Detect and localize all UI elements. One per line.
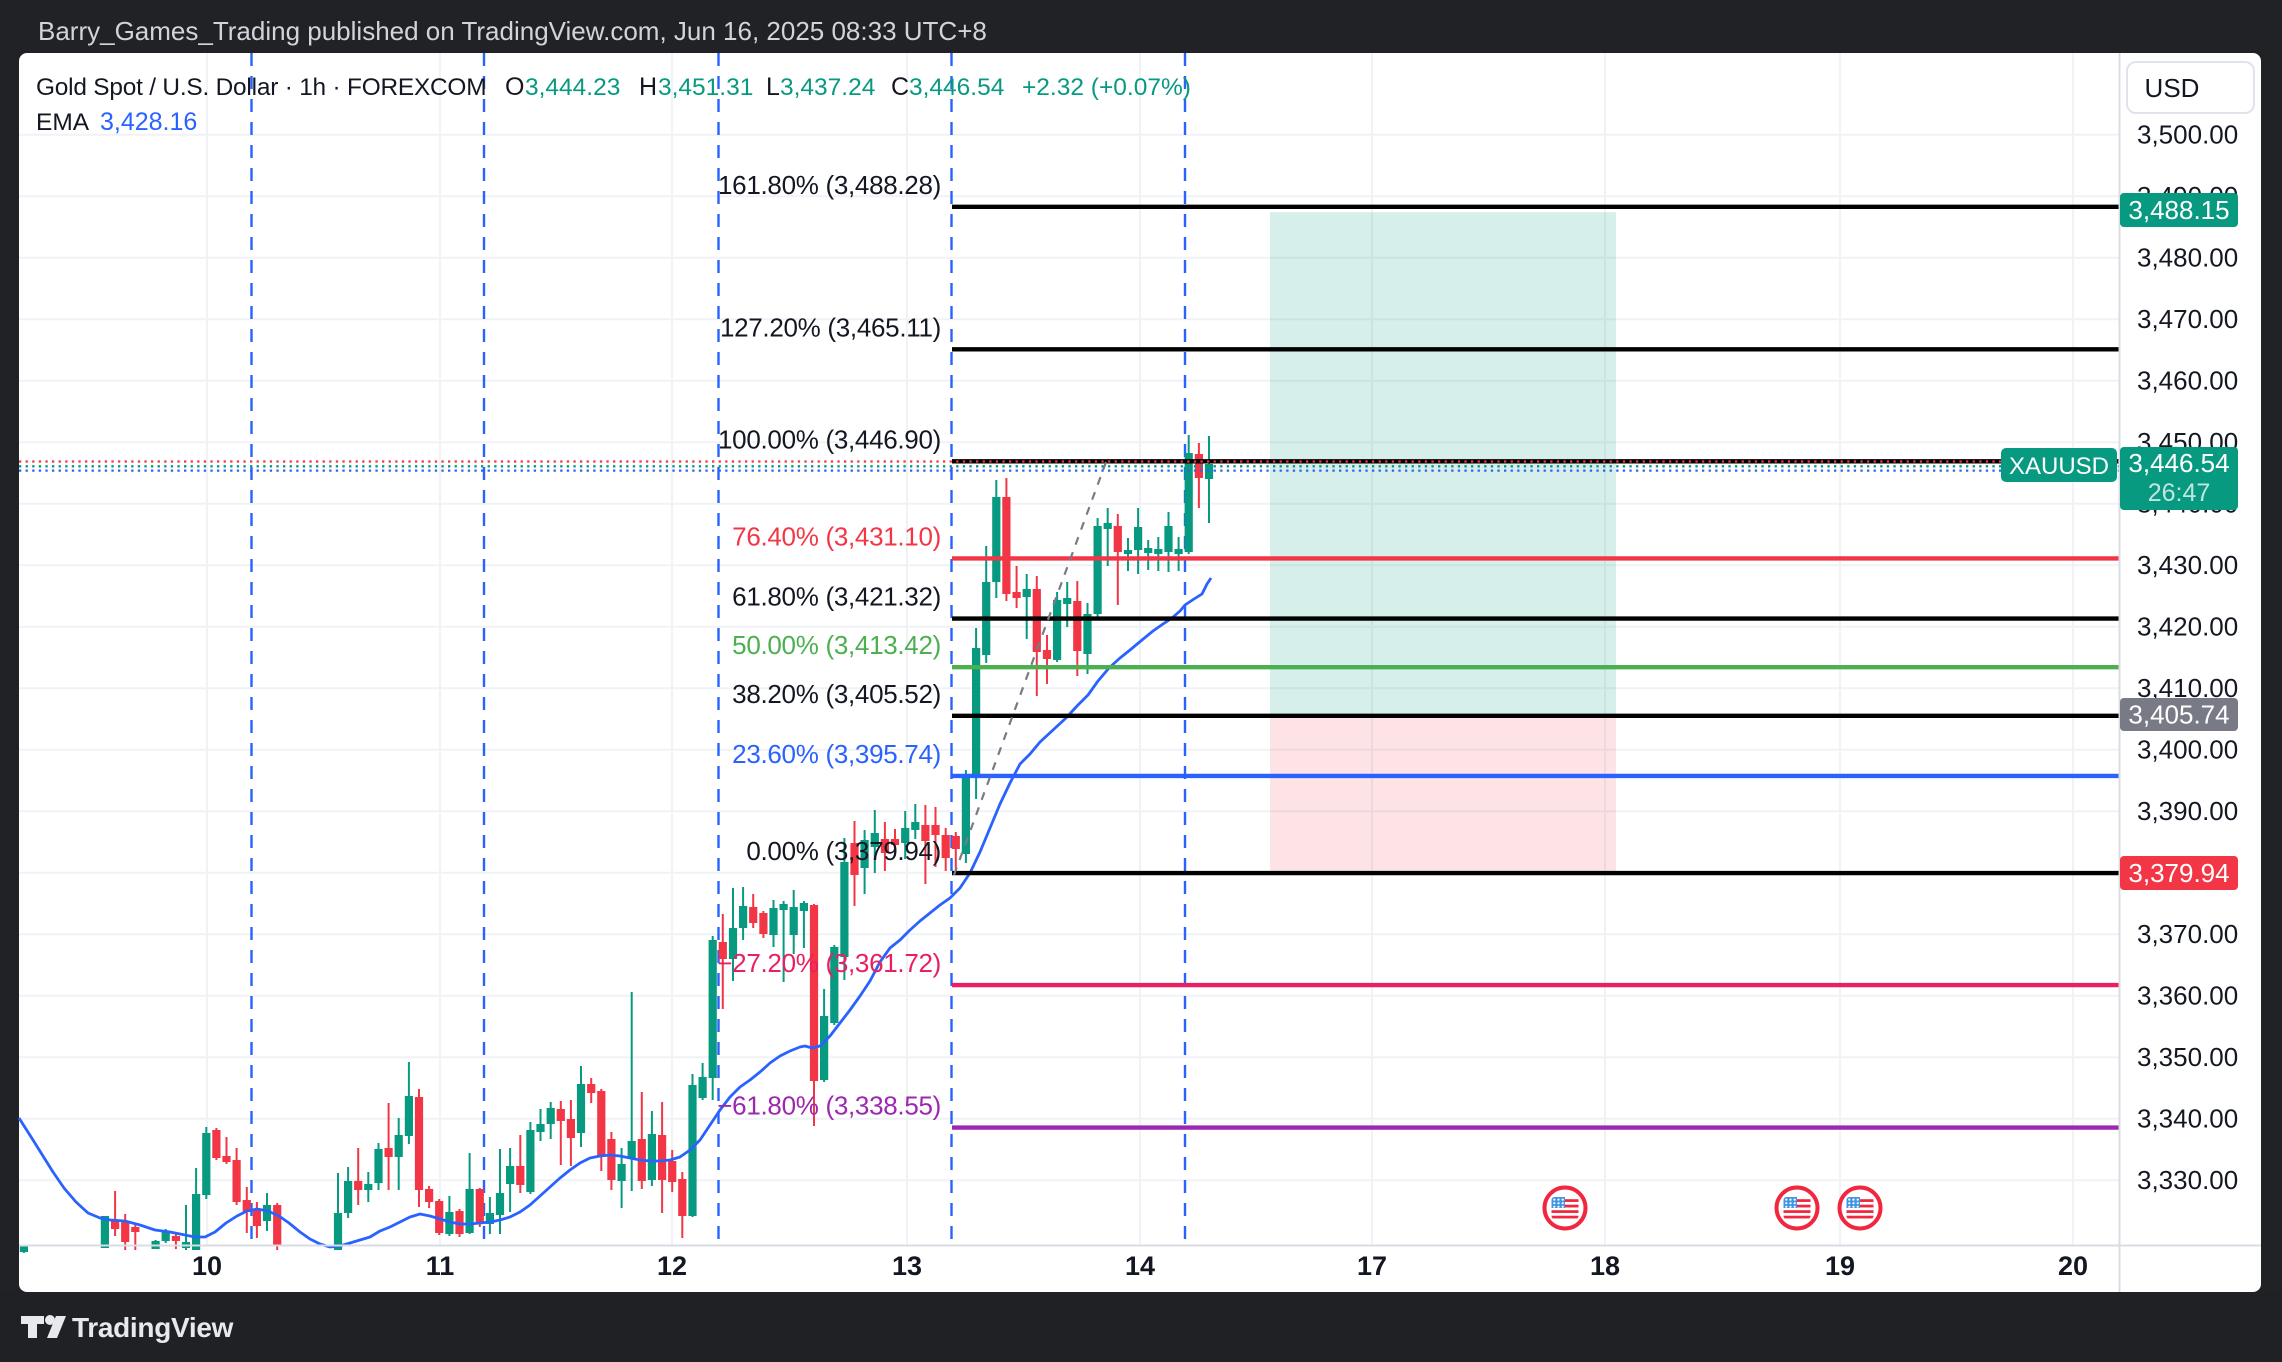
svg-text:+2.32 (+0.07%): +2.32 (+0.07%) (1022, 74, 1191, 101)
svg-text:3,480.00: 3,480.00 (2137, 243, 2238, 273)
svg-text:3,500.00: 3,500.00 (2137, 120, 2238, 150)
svg-text:3,420.00: 3,420.00 (2137, 612, 2238, 642)
svg-text:38.20% (3,405.52): 38.20% (3,405.52) (732, 679, 941, 709)
svg-text:12: 12 (657, 1251, 687, 1281)
svg-text:3,460.00: 3,460.00 (2137, 366, 2238, 396)
svg-text:−27.20% (3,361.72): −27.20% (3,361.72) (717, 948, 941, 978)
svg-text:3,400.00: 3,400.00 (2137, 735, 2238, 765)
svg-text:3,405.74: 3,405.74 (2128, 700, 2229, 730)
svg-text:18: 18 (1590, 1251, 1620, 1281)
svg-text:10: 10 (192, 1251, 222, 1281)
svg-text:3,379.94: 3,379.94 (2128, 858, 2229, 888)
svg-text:L: L (766, 73, 780, 101)
svg-text:23.60% (3,395.74): 23.60% (3,395.74) (732, 739, 941, 769)
svg-text:127.20% (3,465.11): 127.20% (3,465.11) (720, 312, 941, 342)
svg-text:H: H (639, 73, 657, 101)
svg-text:EMA: EMA (36, 109, 90, 136)
svg-text:161.80% (3,488.28): 161.80% (3,488.28) (718, 170, 941, 200)
svg-text:3,446.54: 3,446.54 (909, 74, 1004, 101)
svg-text:0.00% (3,379.94): 0.00% (3,379.94) (746, 836, 941, 866)
svg-text:3,330.00: 3,330.00 (2137, 1165, 2238, 1195)
svg-text:61.80% (3,421.32): 61.80% (3,421.32) (732, 582, 941, 612)
svg-text:100.00% (3,446.90): 100.00% (3,446.90) (718, 424, 941, 454)
svg-text:3,390.00: 3,390.00 (2137, 796, 2238, 826)
svg-text:3,360.00: 3,360.00 (2137, 981, 2238, 1011)
svg-text:C: C (891, 73, 909, 101)
svg-text:3,451.31: 3,451.31 (658, 74, 753, 101)
svg-text:76.40% (3,431.10): 76.40% (3,431.10) (732, 521, 941, 551)
svg-text:19: 19 (1825, 1251, 1855, 1281)
svg-text:−61.80% (3,338.55): −61.80% (3,338.55) (717, 1091, 941, 1121)
svg-text:13: 13 (892, 1251, 922, 1281)
svg-text:3,350.00: 3,350.00 (2137, 1042, 2238, 1072)
svg-text:11: 11 (426, 1251, 455, 1281)
svg-text:17: 17 (1357, 1251, 1387, 1281)
svg-text:14: 14 (1125, 1251, 1155, 1281)
svg-text:Barry_Games_Trading published: Barry_Games_Trading published on Trading… (38, 16, 987, 46)
svg-text:3,446.54: 3,446.54 (2128, 448, 2229, 478)
svg-text:3,444.23: 3,444.23 (525, 74, 620, 101)
svg-text:50.00% (3,413.42): 50.00% (3,413.42) (732, 630, 941, 660)
svg-text:3,437.24: 3,437.24 (780, 74, 875, 101)
svg-text:3,340.00: 3,340.00 (2137, 1104, 2238, 1134)
svg-text:26:47: 26:47 (2148, 479, 2211, 507)
svg-text:3,470.00: 3,470.00 (2137, 304, 2238, 334)
svg-text:20: 20 (2058, 1251, 2088, 1281)
svg-text:USD: USD (2145, 73, 2200, 103)
svg-text:TradingView: TradingView (72, 1312, 234, 1343)
svg-text:3,488.15: 3,488.15 (2128, 195, 2229, 225)
svg-text:3,370.00: 3,370.00 (2137, 919, 2238, 949)
svg-text:3,430.00: 3,430.00 (2137, 550, 2238, 580)
svg-text:O: O (505, 73, 524, 101)
svg-text:Gold Spot / U.S. Dollar · 1h ·: Gold Spot / U.S. Dollar · 1h · FOREXCOM (36, 74, 486, 101)
svg-text:XAUUSD: XAUUSD (2009, 453, 2109, 480)
svg-text:3,428.16: 3,428.16 (100, 108, 197, 136)
